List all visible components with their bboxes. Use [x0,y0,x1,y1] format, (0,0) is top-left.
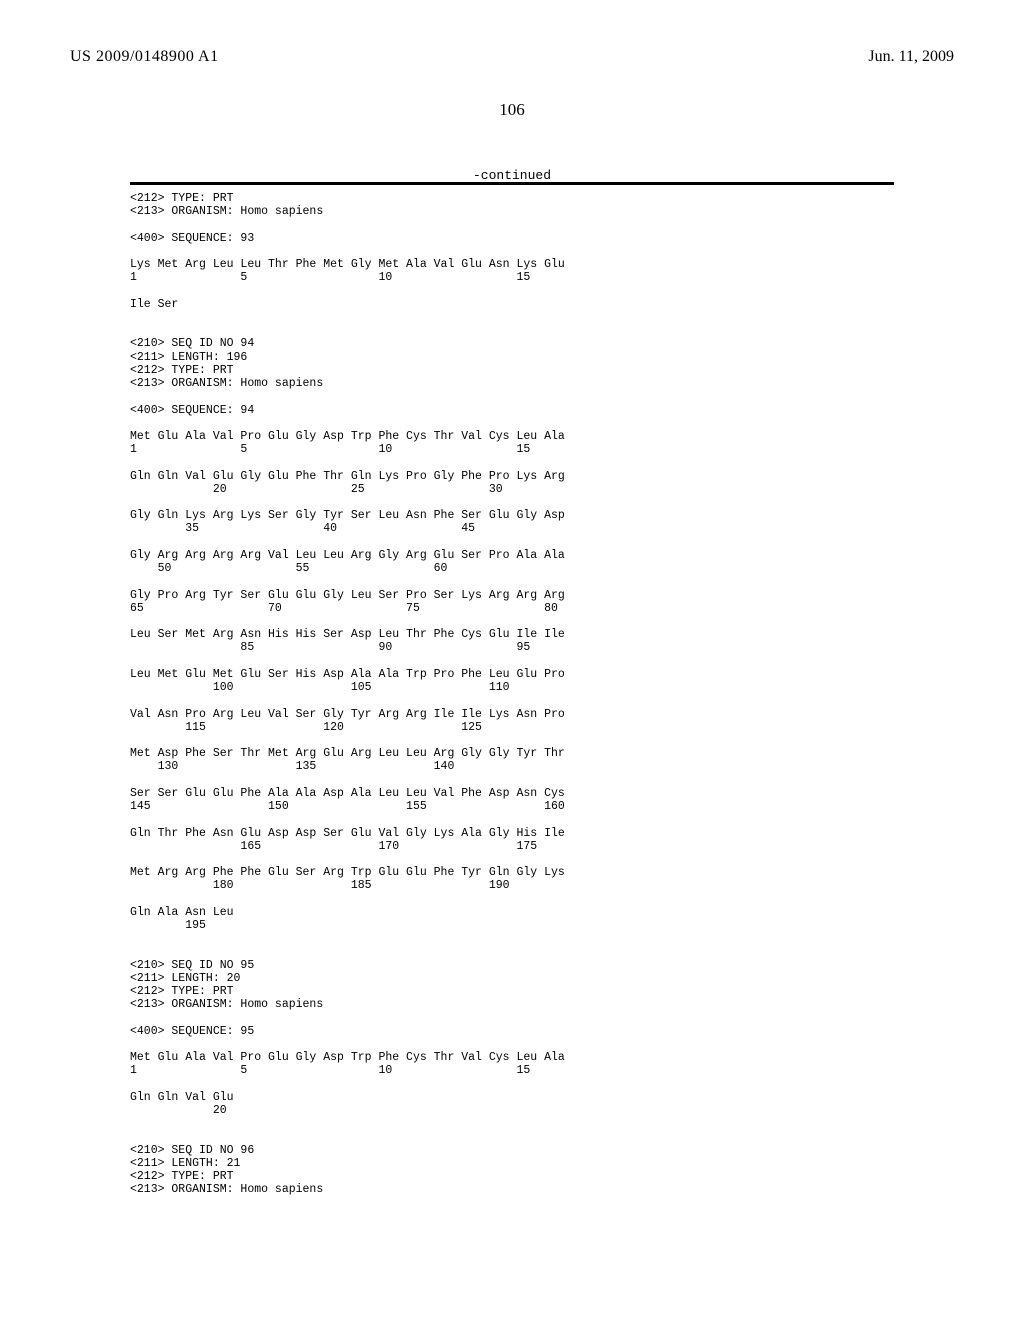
publication-date: Jun. 11, 2009 [868,48,954,66]
publication-number: US 2009/0148900 A1 [70,48,219,65]
horizontal-rule [130,182,894,185]
continued-label: -continued [0,168,1024,183]
page-number: 106 [0,100,1024,120]
sequence-listing: <212> TYPE: PRT <213> ORGANISM: Homo sap… [130,192,565,1197]
page: US 2009/0148900 A1 Jun. 11, 2009 106 -co… [0,0,1024,1320]
page-header: US 2009/0148900 A1 Jun. 11, 2009 [0,48,1024,66]
